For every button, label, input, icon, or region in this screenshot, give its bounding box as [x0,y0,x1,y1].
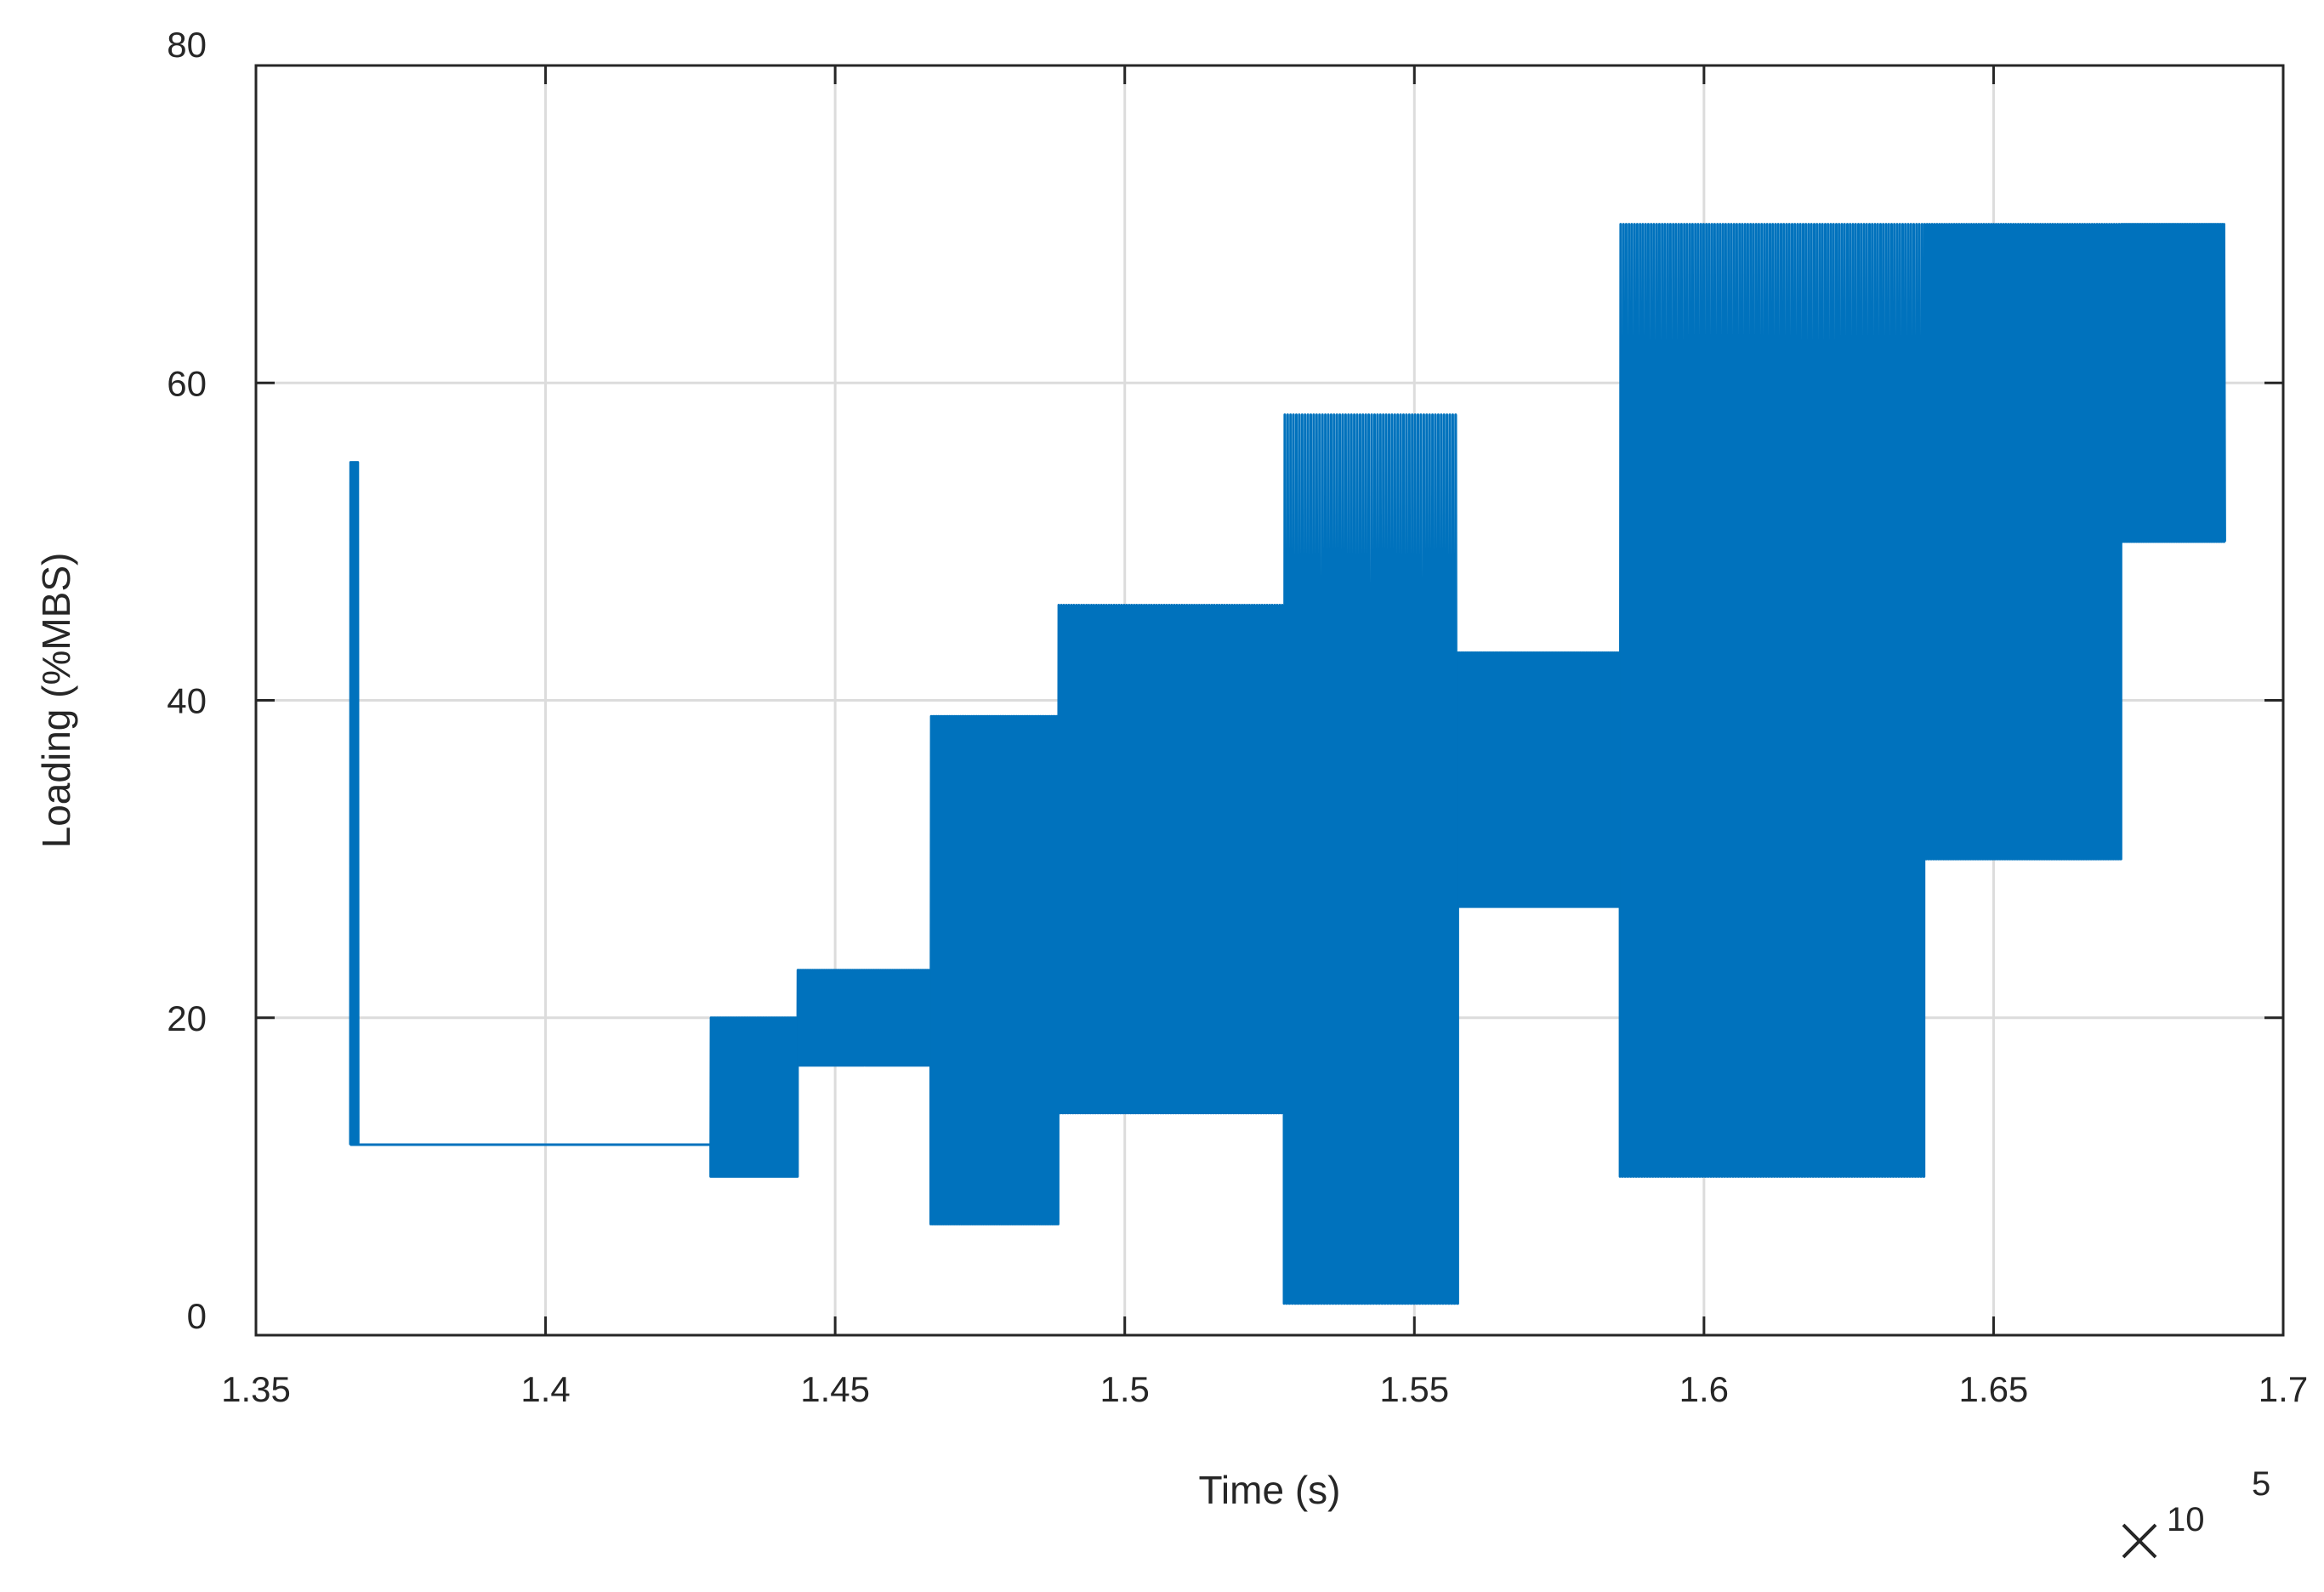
y-tick-label: 60 [167,363,207,403]
y-tick-label: 80 [167,25,207,65]
oscillation-envelope [2121,224,2225,542]
x-tick-label: 1.45 [800,1369,870,1409]
x-tick-label: 1.55 [1379,1369,1449,1409]
y-tick-label: 40 [167,681,207,721]
x-axis-exponent: 10 5 [2122,1465,2270,1559]
x-tick-label: 1.65 [1959,1369,2029,1409]
exponent-base: 10 [2167,1501,2205,1538]
oscillation-envelope [797,969,931,1066]
y-tick-labels: 0 20 40 60 80 [167,25,207,1336]
x-tick-label: 1.7 [2259,1369,2308,1409]
series-line [349,223,2226,1305]
x-tick-label: 1.5 [1100,1369,1150,1409]
oscillation-envelope [1620,224,1924,1177]
x-tick-label: 1.6 [1679,1369,1729,1409]
exponent-power: 5 [2252,1465,2270,1503]
times-sign-icon [2122,1523,2157,1559]
oscillation-envelope [1923,224,2122,860]
oscillation-envelope [1058,605,1285,1113]
y-tick-label: 20 [167,998,207,1038]
ticks [254,64,2285,1337]
oscillation-envelope [1284,414,1458,1304]
x-tick-labels: 1.35 1.4 1.45 1.5 1.55 1.6 1.65 1.7 [221,1369,2308,1409]
x-axis-label: Time (s) [1199,1468,1341,1512]
y-axis-label: Loading (%MBS) [34,553,78,849]
oscillation-envelope [1457,652,1621,907]
oscillation-envelope [350,462,359,1146]
series-layer [349,223,2226,1305]
oscillation-envelope [930,716,1059,1225]
y-tick-label: 0 [187,1296,207,1336]
oscillation-envelope [710,1017,798,1177]
x-tick-label: 1.4 [520,1369,570,1409]
x-tick-label: 1.35 [221,1369,291,1409]
